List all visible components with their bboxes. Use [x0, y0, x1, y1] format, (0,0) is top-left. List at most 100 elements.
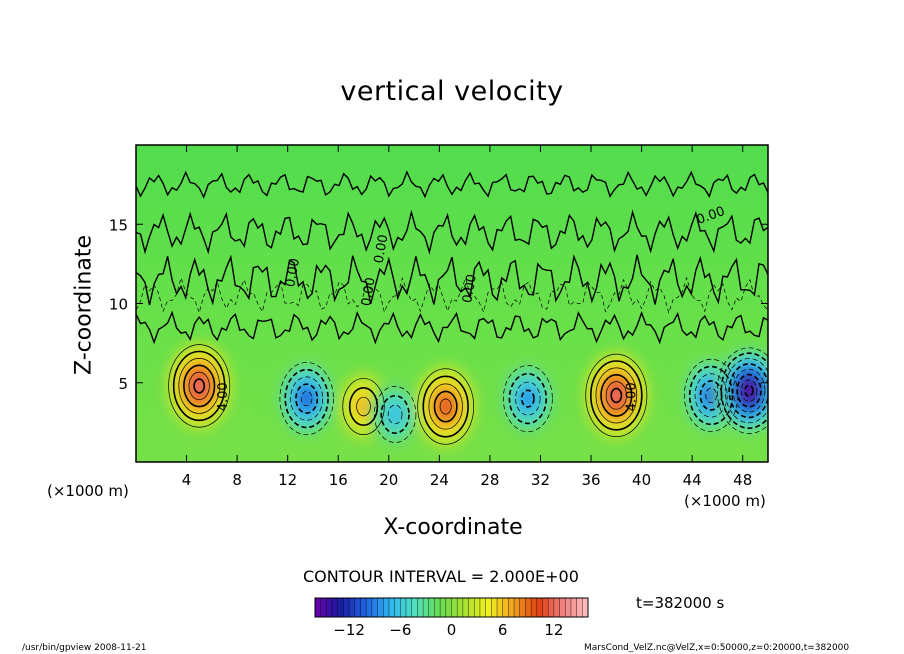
contour-line [740, 379, 758, 402]
y-tick-label: 5 [118, 375, 128, 393]
contour-line [342, 378, 385, 435]
contour-line [716, 347, 768, 434]
contour-line [422, 375, 469, 438]
colorbar-band [428, 598, 435, 617]
colorbar-tick-label: 0 [447, 621, 457, 639]
contour-line [356, 396, 371, 417]
contour-line [168, 344, 231, 428]
colorbar-tick-label: −12 [333, 621, 365, 639]
colorbar-band [468, 598, 475, 617]
colorbar-band [320, 598, 327, 617]
contour-line [688, 365, 734, 426]
colorbar-band [565, 598, 572, 617]
contour-line [348, 387, 379, 427]
colorbar-band [451, 598, 458, 617]
colorbar-band [343, 598, 350, 617]
colorbar-band [525, 598, 532, 617]
contour-line [417, 368, 475, 445]
colorbar-band [536, 598, 543, 617]
colorbar-band [582, 598, 589, 617]
contour-line [136, 310, 768, 345]
colorbar-band [417, 598, 424, 617]
x-tick-label: 40 [632, 471, 651, 489]
contour-line [724, 358, 768, 424]
contour-line [188, 371, 210, 401]
colorbar-band [576, 598, 583, 617]
contour-line [732, 368, 766, 413]
x-tick-label: 44 [683, 471, 702, 489]
colorbar-band [531, 598, 538, 617]
footer-right: MarsCond_VelZ.nc@VelZ,x=0:50000,z=0:2000… [584, 643, 850, 653]
contour-line [595, 367, 638, 424]
colorbar-band [491, 598, 498, 617]
contour-line [284, 368, 329, 429]
contour-value-label: 4.00 [216, 382, 231, 411]
contour-line [736, 373, 762, 408]
colorbar-band [548, 598, 555, 617]
colorbar-band [360, 598, 367, 617]
x-tick-label: 48 [733, 471, 752, 489]
colorbar-tick-label: −6 [389, 621, 411, 639]
footer-left: /usr/bin/gpview 2008-11-21 [22, 643, 147, 653]
colorbar-band [388, 598, 396, 617]
contour-line [502, 365, 553, 433]
colorbar-band [332, 598, 339, 617]
colorbar-band [440, 598, 447, 617]
contour-line [683, 358, 739, 432]
contour-line [694, 373, 728, 418]
contour-value-label: 4.00 [624, 382, 639, 411]
colorbar-tick-label: 12 [544, 621, 563, 639]
velocity-level [356, 397, 371, 416]
time-label: t=382000 s [636, 594, 725, 612]
contour-interval-text: CONTOUR INTERVAL = 2.000E+00 [303, 567, 579, 586]
contour-line [136, 209, 768, 255]
colorbar-band [400, 598, 407, 617]
colorbar-band [457, 598, 464, 617]
x-tick-label: 16 [329, 471, 348, 489]
y-tick-label: 10 [109, 296, 128, 314]
contour-line [720, 352, 768, 429]
velocity-level [301, 391, 312, 406]
velocity-level [388, 405, 402, 424]
colorbar-band [423, 598, 430, 617]
colorbar-band [315, 598, 322, 617]
contour-line [600, 373, 633, 417]
x-tick-label: 24 [430, 471, 449, 489]
colorbar-band [337, 598, 344, 617]
velocity-level [194, 379, 205, 393]
colorbar-band [434, 598, 441, 617]
colorbar-band [497, 598, 504, 617]
x-tick-label: 8 [232, 471, 242, 489]
colorbar-band [485, 598, 492, 617]
colorbar-band [508, 598, 515, 617]
contour-line [172, 350, 226, 422]
contour-line [439, 398, 452, 415]
contour-value-label: 0.00 [372, 233, 392, 264]
colorbar-band [445, 598, 452, 617]
colorbar-band [462, 598, 470, 617]
colorbar-band [514, 598, 521, 617]
colorbar-band [406, 598, 413, 617]
contour-line [183, 364, 216, 408]
contour-line [590, 360, 643, 431]
contour-line [373, 386, 417, 443]
contour-line [193, 378, 206, 394]
colorbar-band [377, 598, 384, 617]
contour-value-label: 0.00 [460, 273, 480, 304]
colorbar: −12 −6 0 6 12 [314, 597, 589, 639]
x-tick-label: 32 [531, 471, 550, 489]
colorbar-band [474, 598, 481, 617]
colorbar-band [326, 598, 333, 617]
contour-line [744, 384, 754, 397]
contour-line [605, 381, 627, 410]
contour-line [520, 389, 535, 408]
x-axis-label: X-coordinate [383, 515, 523, 540]
contour-line [585, 353, 648, 438]
colorbar-frame [314, 597, 589, 618]
x-unit-left: (×1000 m) [47, 482, 129, 500]
contour-value-label: 0.00 [283, 257, 303, 288]
contour-line [705, 387, 717, 404]
colorbar-band [411, 598, 418, 617]
colorbar-band [570, 598, 578, 617]
